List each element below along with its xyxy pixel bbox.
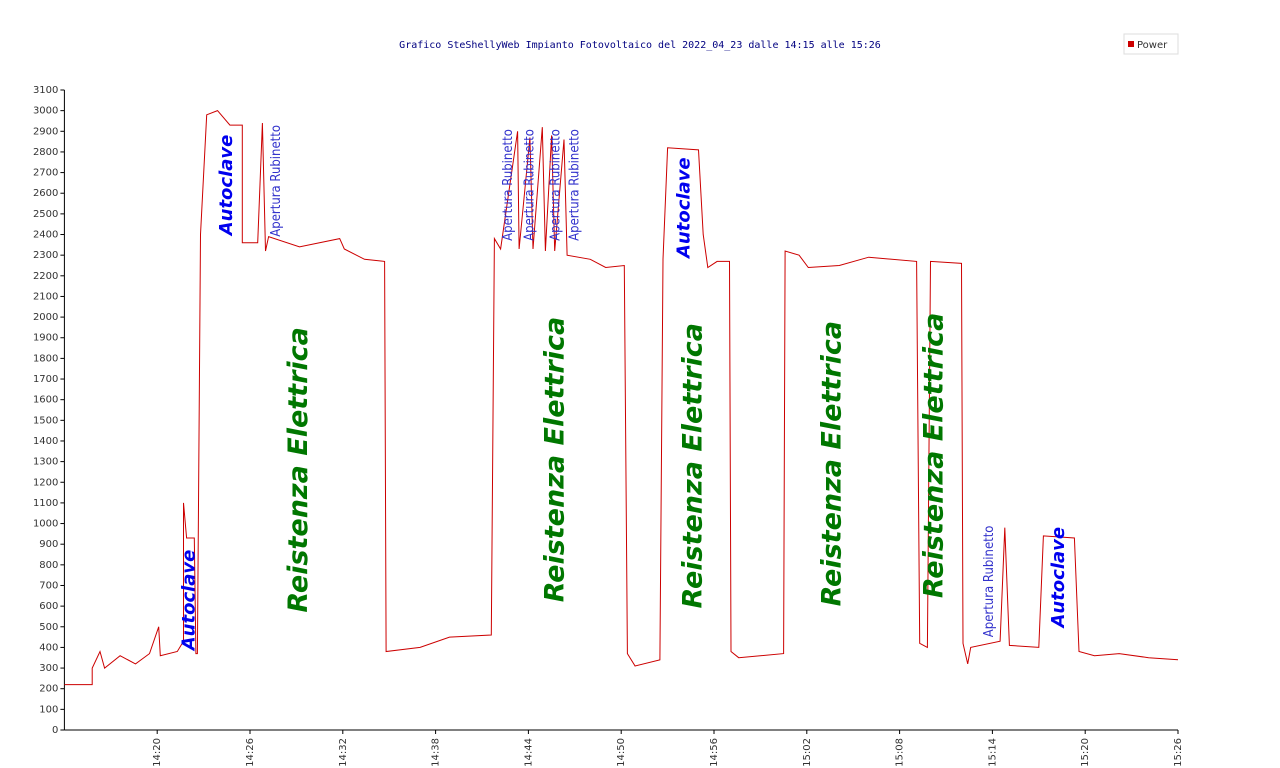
y-tick-label: 2900 — [33, 126, 58, 137]
y-tick-label: 3000 — [33, 106, 58, 117]
x-tick-label: 15:20 — [1080, 738, 1091, 767]
y-tick-label: 700 — [39, 580, 58, 591]
y-tick-label: 2500 — [33, 209, 58, 220]
annotation: Apertura Rubinetto — [549, 129, 564, 241]
y-tick-label: 600 — [39, 601, 58, 612]
y-tick-label: 1700 — [33, 374, 58, 385]
annotation: Reistenza Elettrica — [677, 323, 708, 608]
x-tick-label: 14:44 — [523, 738, 534, 767]
y-tick-label: 1500 — [33, 415, 58, 426]
y-tick-label: 1600 — [33, 395, 58, 406]
x-tick-label: 15:26 — [1173, 738, 1184, 767]
y-tick-label: 300 — [39, 663, 58, 674]
y-tick-label: 2200 — [33, 271, 58, 282]
y-tick-label: 2700 — [33, 168, 58, 179]
annotation: Apertura Rubinetto — [522, 129, 537, 241]
legend-box — [1123, 33, 1179, 55]
annotation: Autoclave — [216, 135, 237, 238]
y-tick-label: 1900 — [33, 333, 58, 344]
x-tick-label: 15:02 — [802, 738, 813, 767]
y-tick-label: 900 — [39, 539, 58, 550]
x-tick-label: 14:32 — [338, 738, 349, 767]
y-tick-label: 2400 — [33, 230, 58, 241]
y-tick-label: 1800 — [33, 353, 58, 364]
x-tick-label: 14:20 — [152, 738, 163, 767]
annotation: Apertura Rubinetto — [567, 129, 582, 241]
x-tick-label: 14:38 — [431, 738, 442, 767]
y-tick-label: 1000 — [33, 519, 58, 530]
legend-label: Power — [1137, 40, 1168, 51]
legend-swatch — [1128, 41, 1134, 47]
annotation: Autoclave — [674, 157, 695, 260]
y-tick-label: 2100 — [33, 291, 58, 302]
x-tick-label: 14:50 — [616, 738, 627, 767]
y-tick-label: 500 — [39, 622, 58, 633]
power-line — [64, 110, 1179, 686]
y-tick-label: 2300 — [33, 250, 58, 261]
annotation: Apertura Rubinetto — [501, 129, 516, 241]
x-tick-label: 14:56 — [709, 738, 720, 767]
annotation: Reistenza Elettrica — [283, 327, 314, 612]
y-tick-label: 800 — [39, 560, 58, 571]
x-tick-label: 14:26 — [245, 738, 256, 767]
x-tick-label: 15:14 — [987, 738, 998, 767]
annotation: Reistenza Elettrica — [817, 321, 848, 606]
y-tick-label: 3100 — [33, 85, 58, 96]
annotation: Autoclave — [1048, 527, 1069, 630]
y-tick-label: 400 — [39, 642, 58, 653]
y-tick-label: 1200 — [33, 477, 58, 488]
annotation: Autoclave — [179, 550, 200, 653]
y-tick-label: 0 — [52, 725, 58, 736]
annotation: Reistenza Elettrica — [540, 317, 571, 602]
chart-title: Grafico SteShellyWeb Impianto Fotovoltai… — [399, 40, 881, 51]
y-tick-label: 2600 — [33, 188, 58, 199]
x-tick-label: 15:08 — [895, 738, 906, 767]
annotation: Apertura Rubinetto — [982, 526, 997, 638]
y-tick-label: 1100 — [33, 498, 58, 509]
y-tick-label: 200 — [39, 684, 58, 695]
y-tick-label: 2000 — [33, 312, 58, 323]
annotation: Reistenza Elettrica — [919, 313, 950, 598]
y-tick-label: 1300 — [33, 457, 58, 468]
y-tick-label: 1400 — [33, 436, 58, 447]
annotation: Apertura Rubinetto — [269, 125, 284, 237]
y-tick-label: 2800 — [33, 147, 58, 158]
y-tick-label: 100 — [39, 704, 58, 715]
